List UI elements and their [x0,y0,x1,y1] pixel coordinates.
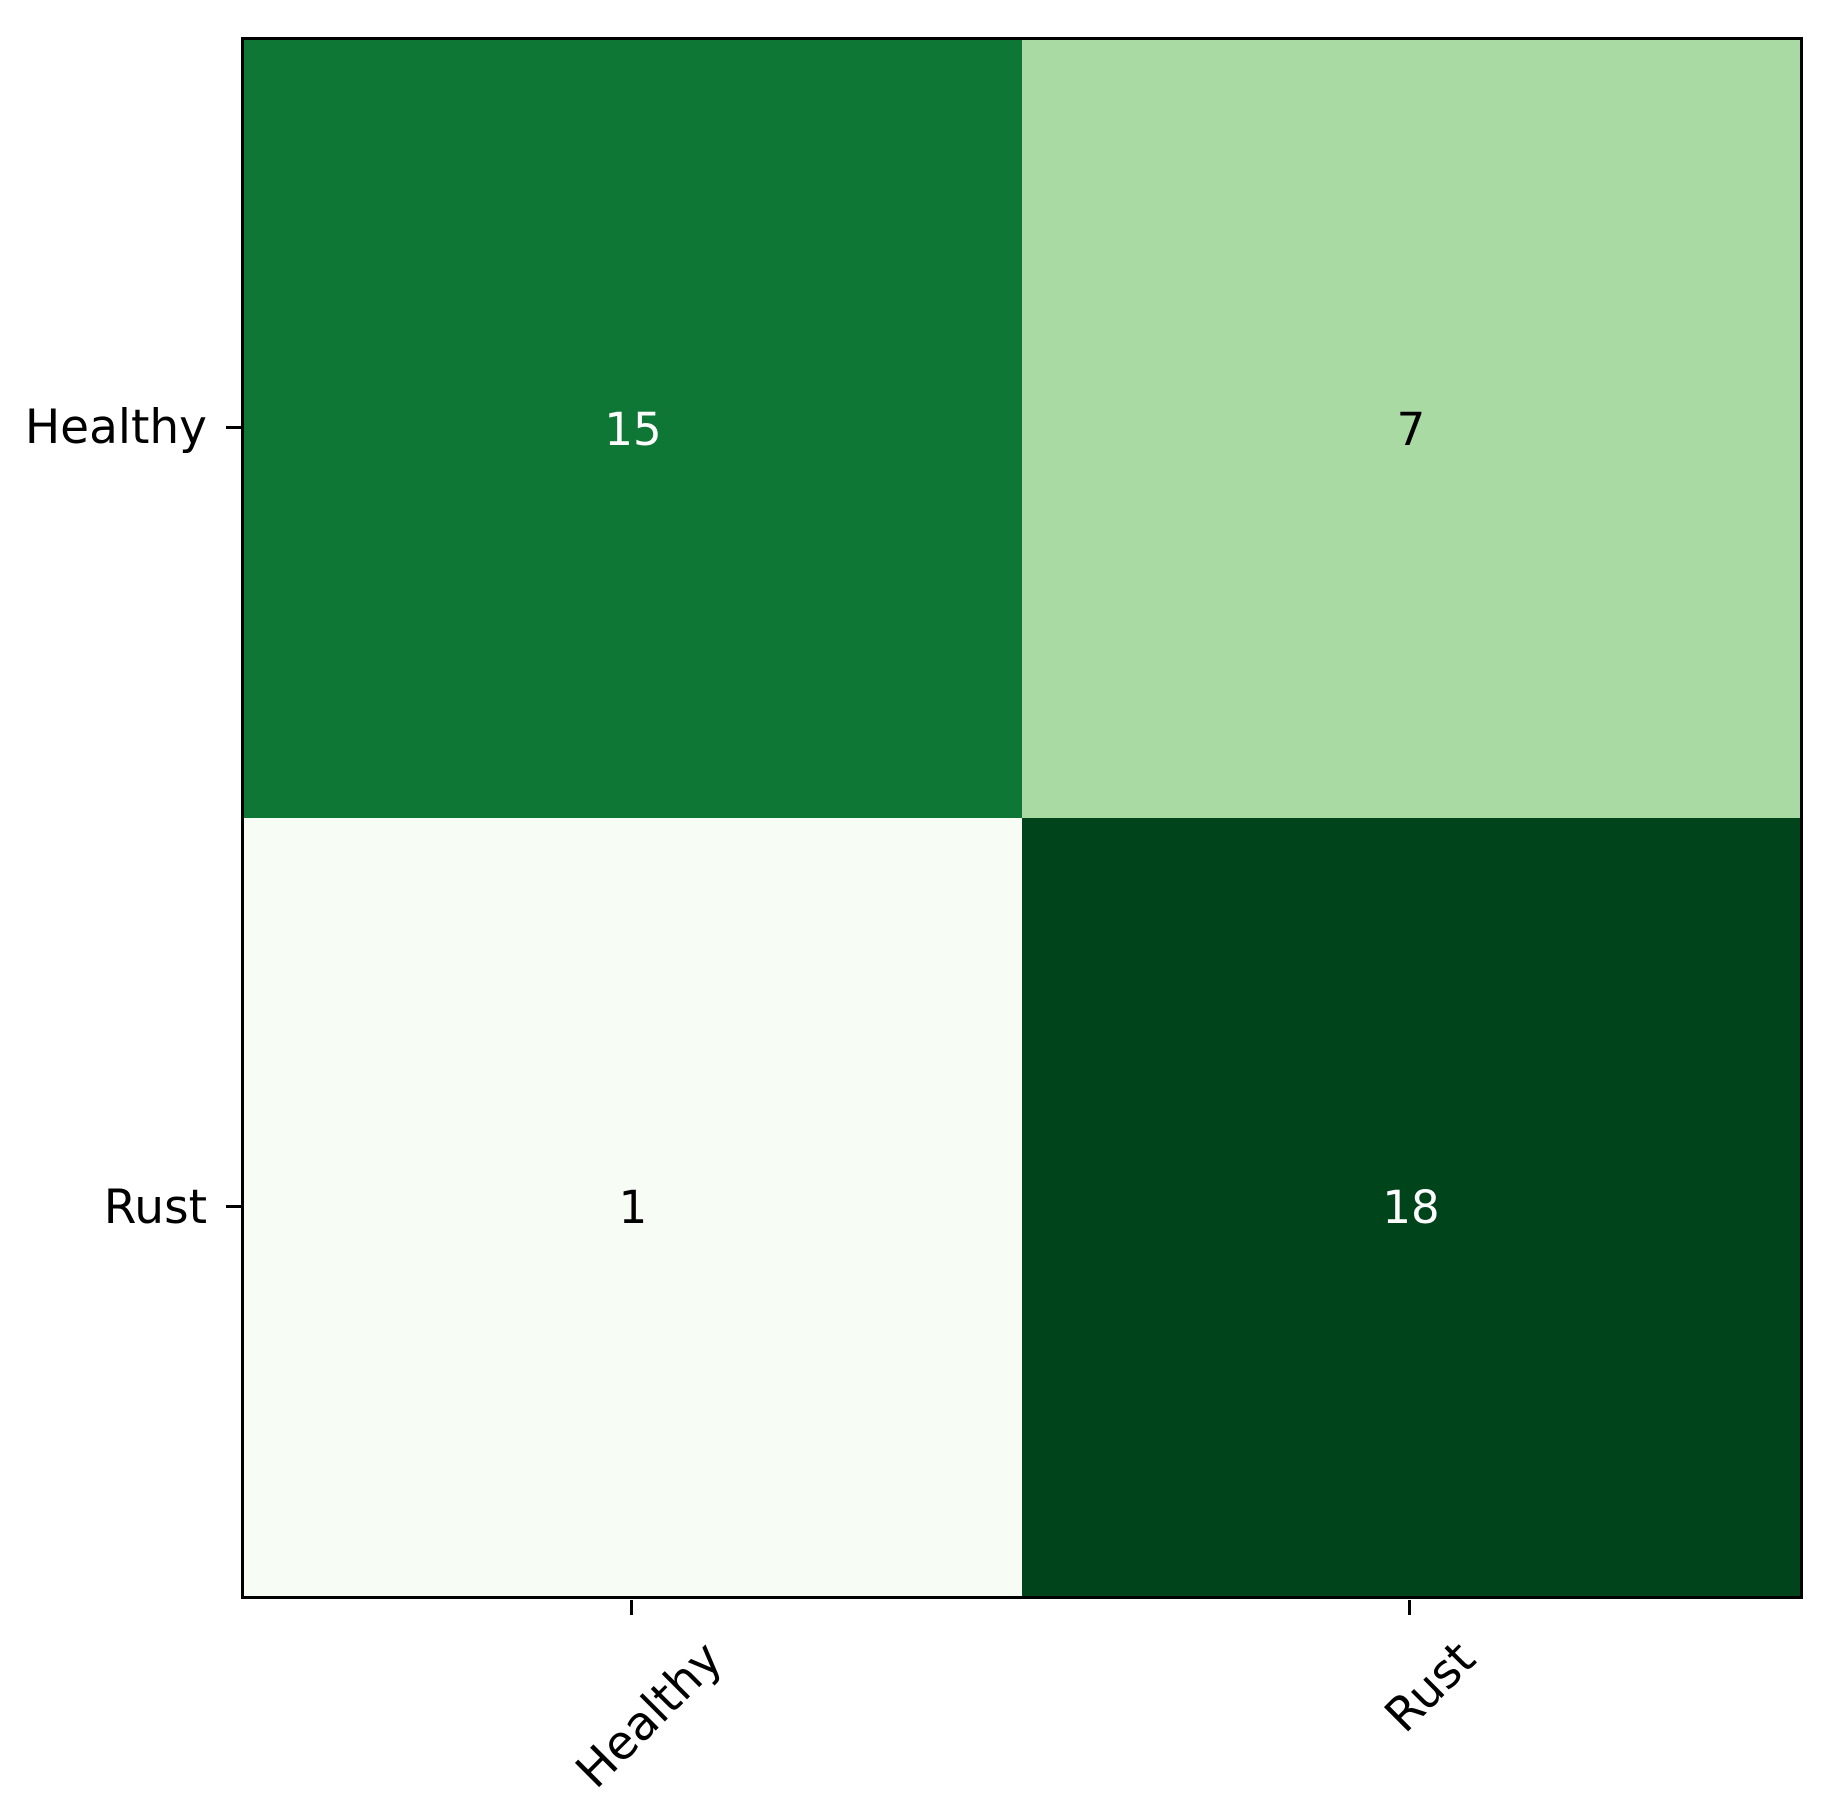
x-tick-healthy [630,1600,633,1615]
heatmap-cell-rust-rust: 18 [1022,818,1800,1596]
cell-value: 7 [1396,402,1426,456]
cell-value: 15 [604,402,662,456]
heatmap-plot-area: 15 7 1 18 [241,37,1803,1599]
y-tick-healthy [226,426,241,429]
x-tick-rust [1408,1600,1411,1615]
heatmap-cell-rust-healthy: 1 [244,818,1022,1596]
y-tick-label-rust: Rust [103,1180,207,1235]
x-tick-label-healthy: Healthy [565,1631,734,1799]
cell-value: 1 [618,1180,648,1234]
y-tick-label-healthy: Healthy [24,400,207,455]
y-tick-rust [226,1205,241,1208]
x-tick-label-rust: Rust [1374,1631,1487,1744]
cell-value: 18 [1382,1180,1440,1234]
heatmap-cell-healthy-rust: 7 [1022,40,1800,818]
heatmap-cell-healthy-healthy: 15 [244,40,1022,818]
